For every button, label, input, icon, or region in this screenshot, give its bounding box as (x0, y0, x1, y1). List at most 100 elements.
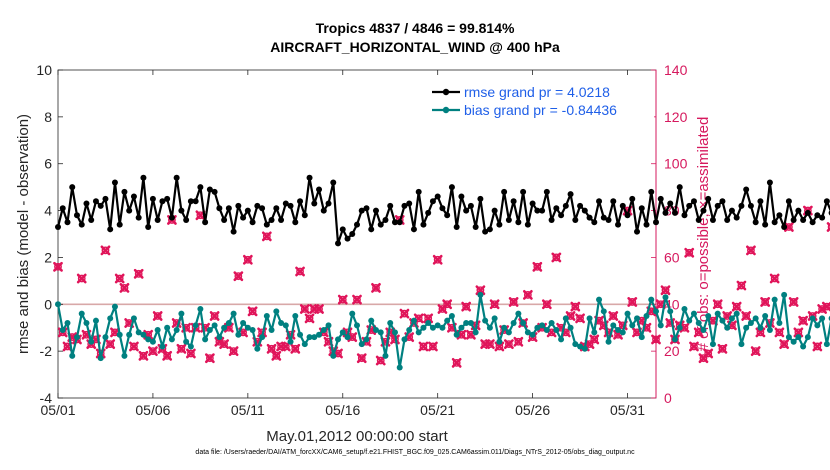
obs-possible-marker (742, 312, 751, 320)
rmse-point (391, 219, 398, 226)
obs-possible-marker (813, 342, 822, 351)
obs-possible-marker (576, 314, 584, 323)
bias-point (126, 331, 133, 338)
obs-possible-marker (120, 283, 129, 292)
bias-point (719, 317, 726, 324)
obs-possible-marker (799, 316, 808, 325)
x-tick-label: 05/11 (231, 402, 265, 418)
y-left-tick-label: 8 (44, 109, 52, 125)
obs-assimilated-marker (209, 311, 220, 321)
rmse-point (116, 221, 123, 228)
rmse-point (757, 198, 764, 205)
rmse-point (700, 207, 707, 214)
bias-point (235, 331, 242, 338)
rmse-point (292, 219, 299, 226)
obs-assimilated-marker (451, 357, 462, 368)
legend-bias-label: bias grand pr = -0.84436 (464, 102, 617, 118)
obs-assimilated-marker (475, 285, 486, 296)
bias-point (415, 329, 422, 336)
bias-point (505, 329, 512, 336)
bias-point (349, 310, 356, 317)
obs-possible-marker (761, 298, 770, 306)
rmse-point (396, 219, 403, 226)
bias-point (600, 308, 607, 315)
obs-possible-marker (372, 283, 380, 292)
obs-assimilated-marker (741, 311, 752, 321)
bias-point (434, 322, 441, 329)
rmse-point (581, 207, 588, 214)
bias-point (145, 336, 152, 343)
rmse-point (202, 219, 209, 226)
bias-point (747, 320, 754, 327)
obs-possible-marker (305, 314, 314, 323)
legend-rmse-marker (442, 88, 450, 96)
rmse-point (121, 188, 128, 195)
bias-point (154, 327, 161, 334)
obs-assimilated-marker (731, 301, 742, 312)
rmse-point (809, 219, 816, 226)
bias-point (823, 341, 830, 348)
bias-point (202, 336, 209, 343)
rmse-point (695, 216, 702, 223)
bias-point (458, 324, 465, 331)
bias-point (320, 327, 327, 334)
obs-possible-marker (704, 349, 713, 358)
obs-possible-marker (514, 337, 523, 346)
obs-possible-marker (229, 347, 238, 356)
bias-point (624, 310, 631, 317)
bias-point (268, 327, 275, 334)
obs-assimilated-marker (228, 346, 239, 357)
obs-possible-marker (429, 342, 437, 351)
bias-point (377, 329, 384, 336)
obs-possible-marker (661, 286, 670, 295)
x-tick-label: 05/26 (515, 402, 550, 418)
rmse-point (638, 205, 645, 212)
rmse-point (766, 179, 773, 186)
rmse-point (662, 209, 669, 216)
bias-point (733, 310, 740, 317)
obs-assimilated-marker (541, 299, 552, 310)
bias-point (591, 329, 598, 336)
obs-assimilated-marker (176, 343, 187, 354)
y-right-tick-label: 0 (664, 390, 672, 406)
rmse-point (743, 186, 750, 193)
obs-possible-marker (509, 298, 518, 306)
bias-point (463, 320, 470, 327)
rmse-point (278, 216, 285, 223)
obs-possible-marker (685, 248, 694, 257)
bias-point (335, 336, 342, 343)
rmse-point (401, 202, 408, 209)
rmse-point (335, 240, 342, 247)
obs-assimilated-marker (247, 306, 258, 317)
bias-point (372, 327, 379, 334)
rmse-point (648, 188, 655, 195)
bias-point (757, 324, 764, 331)
obs-assimilated-marker (532, 261, 543, 272)
bias-point (111, 303, 118, 310)
bias-point (653, 308, 659, 315)
obs-possible-marker (248, 307, 257, 316)
obs-possible-marker (300, 305, 309, 313)
obs-assimilated-marker (119, 282, 130, 293)
bias-point (501, 324, 508, 331)
rmse-point (130, 193, 137, 200)
rmse-point (591, 219, 598, 226)
rmse-point (410, 226, 417, 233)
rmse-point (159, 198, 166, 205)
obs-possible-marker (376, 356, 385, 365)
rmse-point (643, 221, 650, 228)
bias-point (225, 320, 232, 327)
obs-assimilated-marker (821, 301, 830, 312)
obs-assimilated-marker (755, 327, 766, 338)
bias-point (187, 343, 194, 350)
bias-point (643, 313, 650, 319)
obs-possible-marker (443, 300, 452, 309)
obs-possible-marker (747, 246, 755, 255)
bias-point (344, 334, 351, 341)
obs-assimilated-marker (508, 297, 519, 307)
bias-point (306, 334, 313, 341)
rmse-point (363, 205, 370, 212)
bias-point (429, 324, 436, 331)
rmse-point (558, 212, 565, 219)
